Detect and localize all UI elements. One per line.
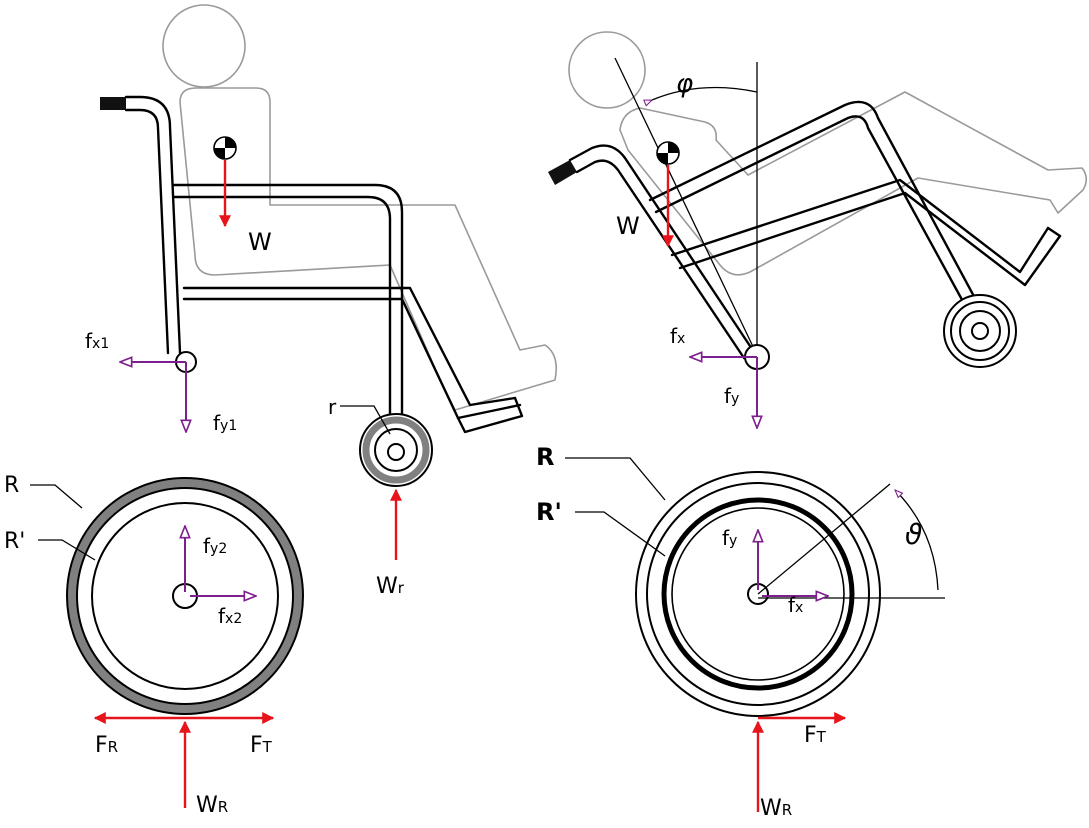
rear-small-wheel-tilted [943, 294, 1017, 368]
occupant-silhouette [162, 4, 558, 411]
fy2-label: fy2 [203, 534, 227, 558]
wr-label: WR [196, 793, 228, 818]
upright-wheelchair: W fx1 fy1 r Wr [85, 4, 558, 599]
theta-angle-arc [895, 490, 939, 591]
center-of-gravity-symbol-tilted [656, 141, 680, 165]
phi-angle-arc [652, 86, 758, 101]
theta-label: ϑ [905, 518, 922, 551]
wr-small-label: Wr [376, 574, 405, 599]
wheelchair-frame-tilted [548, 100, 1062, 360]
weight-label-tilted: W [616, 212, 640, 240]
radius-R-leader-tilted [565, 457, 666, 501]
theta-radius-line [757, 483, 891, 595]
radius-R-leader [30, 484, 83, 509]
radius-R-label-tilted: R [536, 443, 554, 471]
radius-R-prime-leader-tilted [575, 511, 666, 557]
phi-label: φ [676, 69, 693, 99]
radius-R-prime-label: R' [4, 529, 25, 554]
ft-label: FT [250, 733, 273, 758]
tilted-wheelchair: φ W fx fy [548, 31, 1088, 428]
wr-label-tilted: WR [760, 796, 792, 821]
weight-label: W [248, 228, 272, 256]
center-of-gravity-symbol [213, 136, 237, 160]
radius-R-label: R [4, 473, 19, 498]
fy1-label: fy1 [213, 411, 237, 435]
tilt-axis-line [614, 57, 758, 356]
radius-R-prime-label-tilted: R' [536, 498, 562, 526]
right-drive-wheel-diagram: R R' ϑ fy fx FT WR [536, 443, 945, 821]
wheel-fx-label: fx [788, 593, 803, 617]
radius-R-prime-leader [38, 539, 96, 561]
fx2-label: fx2 [218, 604, 242, 628]
occupant-silhouette-tilted [568, 31, 1088, 276]
fy-label-tilted: fy [724, 384, 739, 408]
wheel-fy-label: fy [722, 526, 737, 550]
fx1-label: fx1 [85, 329, 109, 353]
fr-label: FR [95, 733, 118, 758]
left-drive-wheel-diagram: R R' fy2 fx2 FR FT WR [4, 473, 304, 818]
wheelchair-frame [100, 95, 524, 442]
ft-label-tilted: FT [804, 723, 827, 748]
rear-small-wheel [359, 413, 433, 487]
radius-r-leader [340, 405, 391, 435]
radius-r-label: r [328, 395, 337, 419]
fx-label-tilted: fx [670, 324, 685, 348]
